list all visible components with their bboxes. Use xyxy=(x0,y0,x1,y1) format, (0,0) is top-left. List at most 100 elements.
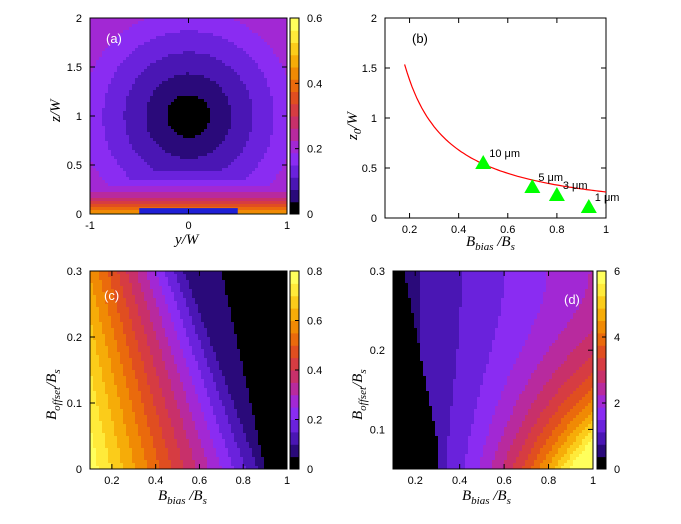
panel-a-cell xyxy=(240,135,244,139)
panel-a-cell xyxy=(90,135,94,139)
panel-a-cell xyxy=(276,99,280,103)
panel-c-cell xyxy=(111,454,115,458)
panel-a-cell xyxy=(126,123,130,127)
panel-a-cell xyxy=(162,168,166,172)
panel-a-cell xyxy=(258,93,262,97)
panel-a-cell xyxy=(222,39,226,43)
panel-a-cell xyxy=(201,168,205,172)
panel-c-cell xyxy=(93,331,97,335)
panel-a-cell xyxy=(111,84,115,88)
panel-a-cell xyxy=(207,90,211,94)
panel-a-cell xyxy=(168,78,172,82)
panel-a-cell xyxy=(228,171,232,175)
panel-a-cell xyxy=(243,159,247,163)
panel-a-cell xyxy=(261,129,265,133)
panel-a-cell xyxy=(195,180,199,184)
panel-a-cell xyxy=(99,48,103,52)
panel-a-cell xyxy=(114,18,118,22)
panel-c-cell xyxy=(105,379,109,383)
panel-a-cell xyxy=(159,18,163,22)
panel-a-cell xyxy=(255,150,259,154)
panel-a-cell xyxy=(243,21,247,25)
panel-a-cell xyxy=(255,159,259,163)
panel-a-cell xyxy=(162,132,166,136)
panel-a-cell xyxy=(207,102,211,106)
panel-a-cell xyxy=(159,54,163,58)
panel-a-cell xyxy=(219,198,223,202)
panel-a-cell xyxy=(285,168,287,172)
panel-a-cell xyxy=(228,132,232,136)
panel-a-cell xyxy=(132,48,136,52)
panel-a-cell xyxy=(231,42,235,46)
panel-a-cell xyxy=(168,192,172,196)
panel-a-cell xyxy=(255,51,259,55)
panel-a-cell xyxy=(270,90,274,94)
panel-a-cell xyxy=(102,129,106,133)
panel-c-cell xyxy=(102,376,106,380)
panel-c-cell xyxy=(108,337,112,341)
panel-c-cell xyxy=(96,436,100,440)
panel-a-cell xyxy=(132,126,136,130)
panel-a-cell xyxy=(192,174,196,178)
panel-a-cell xyxy=(171,150,175,154)
panel-c-cell xyxy=(93,367,97,371)
panel-a-cell xyxy=(162,63,166,67)
panel-a-cell xyxy=(141,156,145,160)
panel-a-cell xyxy=(147,171,151,175)
panel-a-cell xyxy=(123,138,127,142)
panel-a-cell xyxy=(225,81,229,85)
panel-a-cell xyxy=(102,111,106,115)
panel-a-cell xyxy=(198,90,202,94)
panel-a-cell xyxy=(213,126,217,130)
panel-a-cell xyxy=(156,36,160,40)
panel-c-cell xyxy=(96,298,100,302)
panel-a-cell xyxy=(240,120,244,124)
panel-a-cell xyxy=(162,180,166,184)
panel-a-cell xyxy=(126,114,130,118)
panel-a-cell xyxy=(102,201,106,205)
panel-a-cell xyxy=(159,201,163,205)
panel-a-cell xyxy=(285,21,287,25)
panel-a-cell xyxy=(246,54,250,58)
panel-a-cell xyxy=(96,156,100,160)
panel-a-cell xyxy=(228,159,232,163)
panel-a-cell xyxy=(240,186,244,190)
panel-a-cell xyxy=(147,18,151,22)
panel-a-cell xyxy=(270,168,274,172)
panel-c-cell xyxy=(93,454,97,458)
panel-a-cell xyxy=(147,180,151,184)
panel-a-cell xyxy=(162,198,166,202)
panel-a-cell xyxy=(210,18,214,22)
panel-c-cell xyxy=(105,457,109,461)
panel-a-cell xyxy=(201,42,205,46)
panel-a-cell xyxy=(144,81,148,85)
panel-a-cell xyxy=(96,195,100,199)
panel-a-cell xyxy=(120,48,124,52)
panel-a-cell xyxy=(120,33,124,37)
panel-a-cell xyxy=(150,159,154,163)
panel-a-cell xyxy=(192,93,196,97)
panel-a-cell xyxy=(138,159,142,163)
panel-a-cell xyxy=(258,171,262,175)
panel-a-cell xyxy=(276,69,280,73)
panel-a-cell xyxy=(108,18,112,22)
panel-a-cell xyxy=(258,111,262,115)
panel-a-cell xyxy=(201,105,205,109)
panel-a-cell xyxy=(135,102,139,106)
panel-a-cell xyxy=(276,105,280,109)
panel-a-cell xyxy=(246,153,250,157)
panel-a-cell xyxy=(147,108,151,112)
panel-b-ylabel: z0/W xyxy=(345,110,364,141)
panel-c-cell xyxy=(111,334,115,338)
panel-a-cell xyxy=(201,24,205,28)
panel-a-cell xyxy=(165,42,169,46)
panel-a-cell xyxy=(177,102,181,106)
panel-a-cell xyxy=(279,39,283,43)
panel-a-cell xyxy=(195,81,199,85)
panel-a-cell xyxy=(171,57,175,61)
panel-a-cell xyxy=(189,129,193,133)
panel-a-cell xyxy=(279,168,283,172)
panel-a-cell xyxy=(213,75,217,79)
panel-a-cell xyxy=(135,114,139,118)
panel-a-cell xyxy=(156,138,160,142)
